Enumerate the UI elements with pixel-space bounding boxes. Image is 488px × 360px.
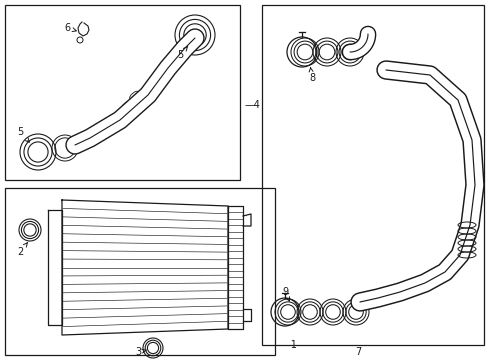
Text: 5: 5 [17, 127, 29, 142]
Text: 6: 6 [64, 23, 76, 33]
Bar [5, 5, 240, 180]
Text: —1: —1 [282, 340, 297, 350]
Text: 5: 5 [177, 46, 187, 60]
Text: 2: 2 [17, 242, 28, 257]
Polygon shape [62, 200, 227, 335]
Text: 7: 7 [354, 347, 360, 357]
Text: —4: —4 [244, 100, 260, 110]
Bar [262, 5, 483, 345]
Bar [5, 188, 274, 355]
Text: 9: 9 [282, 287, 289, 301]
Text: 3: 3 [135, 347, 146, 357]
Text: 8: 8 [308, 67, 314, 83]
